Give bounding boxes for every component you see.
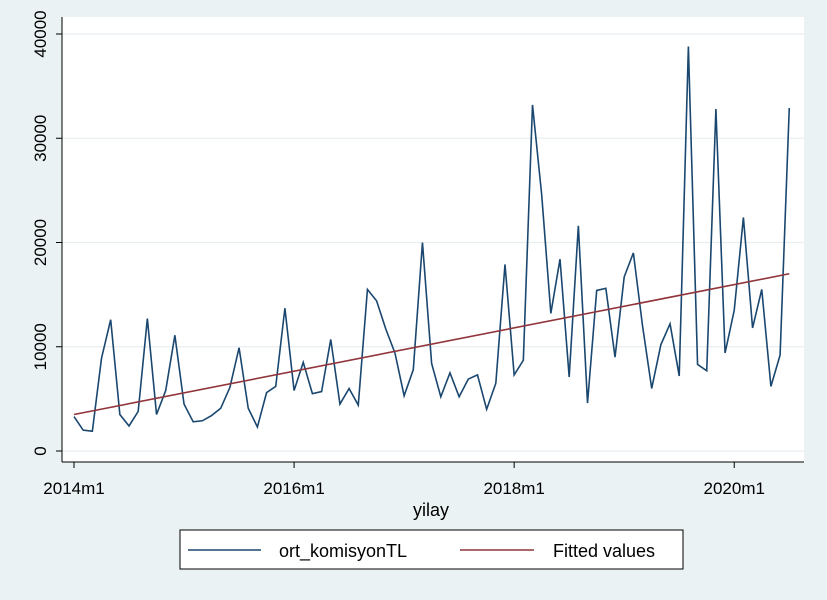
y-tick-label: 40000 (31, 10, 50, 57)
y-tick-label: 30000 (31, 115, 50, 162)
y-tick-label: 10000 (31, 323, 50, 370)
legend-label-series: ort_komisyonTL (279, 541, 407, 562)
x-tick-label: 2020m1 (704, 479, 765, 498)
x-tick-label: 2018m1 (483, 479, 544, 498)
series-line-ort-komisyon (73, 46, 791, 433)
x-tick-label: 2016m1 (263, 479, 324, 498)
x-axis-ticks: 2014m1 2016m1 2018m1 2020m1 (43, 462, 765, 498)
y-tick-label: 0 (31, 446, 50, 455)
x-tick-label: 2014m1 (43, 479, 104, 498)
y-axis-ticks: 0 10000 20000 30000 40000 (31, 10, 62, 456)
y-tick-label: 20000 (31, 219, 50, 266)
legend-box (179, 529, 684, 570)
series-line-fitted (73, 272, 790, 416)
legend-label-fitted: Fitted values (553, 541, 655, 561)
plot-area (62, 17, 804, 462)
legend: ort_komisyonTL Fitted values (179, 529, 684, 570)
x-axis-title: yilay (413, 500, 449, 520)
series-layer (73, 46, 791, 433)
gridlines (62, 33, 804, 452)
